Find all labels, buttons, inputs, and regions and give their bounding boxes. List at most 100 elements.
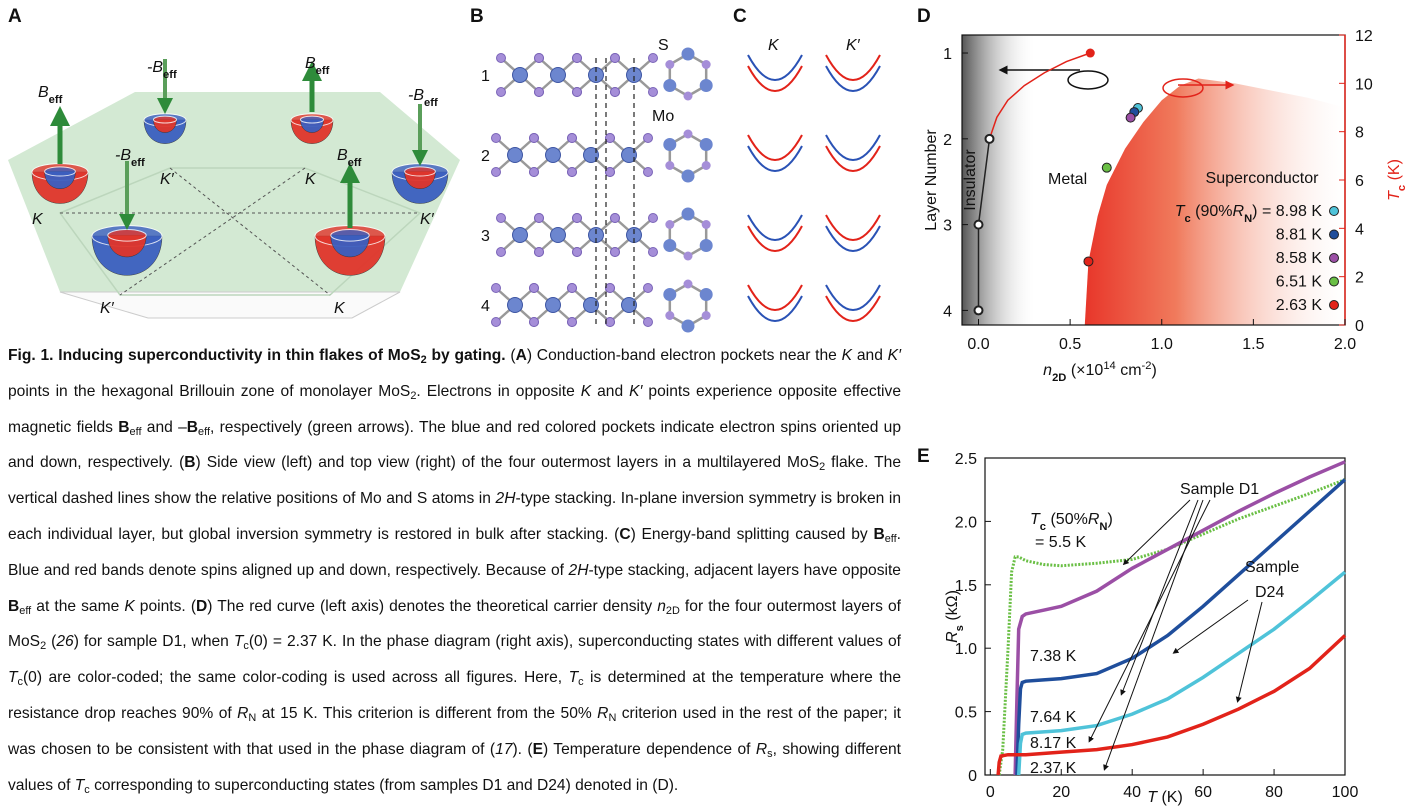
k-point-label: K — [334, 300, 346, 317]
caption-text: B — [873, 526, 884, 543]
layer-label: 3 — [481, 228, 490, 245]
legend-label-part: (90% — [1191, 203, 1233, 220]
layer-label: 1 — [481, 68, 490, 85]
band — [826, 146, 880, 171]
y-tick-label: 2 — [943, 132, 952, 149]
y2-tick-label: 0 — [1355, 318, 1364, 335]
layer-point — [985, 135, 993, 143]
x-axis-label-part: -2 — [1142, 360, 1152, 372]
k-point-label-part: K′ — [160, 171, 175, 188]
valley-label: K — [768, 37, 780, 54]
y2-tick-label: 10 — [1355, 76, 1373, 93]
s-atom — [644, 284, 653, 293]
mo-atom — [682, 320, 695, 333]
mo-atom — [682, 208, 695, 221]
field-label-part: eff — [49, 94, 63, 106]
s-atom — [644, 134, 653, 143]
caption-text: 17 — [495, 741, 512, 758]
y-tick-label: 1 — [943, 46, 952, 63]
x-tick-label: 60 — [1194, 784, 1212, 801]
s-atom — [702, 161, 711, 170]
annotation: Insulator — [962, 149, 979, 211]
field-label-part: B — [38, 84, 49, 101]
mo-atom — [508, 298, 523, 313]
s-atom — [649, 214, 658, 223]
s-atom — [665, 60, 674, 69]
field-label: -Beff — [147, 59, 177, 81]
layer-label-part: 2 — [481, 148, 490, 165]
tc-point — [1102, 163, 1111, 172]
pocket-rim — [153, 116, 176, 123]
panel-label: C — [733, 6, 747, 27]
s-atom — [492, 134, 501, 143]
s-atom — [684, 92, 693, 101]
s-atom — [492, 168, 501, 177]
layer-label-part: 3 — [481, 228, 490, 245]
x-tick-label: 2.0 — [1334, 336, 1356, 353]
x-tick-label: 0 — [986, 784, 995, 801]
pocket-rim — [300, 116, 323, 123]
field-label: -Beff — [408, 87, 438, 109]
y-tick-label: 2.0 — [955, 514, 977, 531]
x-axis-label-part: 14 — [1103, 360, 1115, 372]
caption: Fig. 1. Inducing superconductivity in th… — [8, 338, 901, 803]
s-atom — [684, 252, 693, 261]
s-atom — [530, 168, 539, 177]
annotation: Metal — [1048, 171, 1087, 188]
panel-label: B — [470, 6, 484, 27]
s-atom — [684, 280, 693, 289]
x-tick-label: 100 — [1332, 784, 1359, 801]
field-label-part: eff — [131, 157, 145, 169]
band — [826, 226, 880, 251]
legend-marker — [1330, 277, 1339, 286]
field-label-part: eff — [316, 65, 330, 77]
curve-end-point — [1086, 49, 1095, 58]
mo-atom — [700, 79, 713, 92]
k-point-label: K′ — [100, 300, 115, 317]
s-atom — [606, 318, 615, 327]
y-tick-label: 3 — [943, 218, 952, 235]
tc-point — [1084, 257, 1093, 266]
caption-text: K′ — [888, 347, 901, 364]
s-atom — [573, 248, 582, 257]
mo-atom — [663, 239, 676, 252]
mo-atom — [700, 288, 713, 301]
layer-label-part: 1 — [481, 68, 490, 85]
caption-text: at 15 K. This criterion is different fro… — [256, 705, 597, 722]
pocket-rim — [405, 167, 436, 176]
legend-marker — [1330, 254, 1339, 263]
s-atom — [492, 284, 501, 293]
mo-atom — [546, 148, 561, 163]
annotation: D24 — [1255, 584, 1284, 601]
field-label-part: -B — [147, 59, 163, 76]
panel-label: A — [8, 6, 22, 27]
y2-tick-label: 8 — [1355, 125, 1364, 142]
caption-text: points. ( — [135, 598, 196, 615]
caption-text: and — [591, 383, 629, 400]
panel-label-part: E — [917, 446, 930, 467]
mo-atom — [546, 298, 561, 313]
s-atom — [530, 318, 539, 327]
caption-text: Fig. 1. Inducing superconductivity in th… — [8, 347, 421, 364]
legend-marker — [1330, 301, 1339, 310]
caption-text: T — [234, 633, 244, 650]
caption-text: points in the hexagonal Brillouin zone o… — [8, 383, 410, 400]
pocket-rim — [45, 167, 76, 176]
y2-tick-label: 2 — [1355, 270, 1364, 287]
band — [826, 285, 880, 310]
s-atom — [497, 54, 506, 63]
caption-text: ( — [506, 347, 516, 364]
caption-text: K — [842, 347, 852, 364]
band — [826, 66, 880, 91]
k-point-label: K — [305, 171, 317, 188]
caption-text: K — [581, 383, 591, 400]
band — [748, 296, 802, 321]
panel-label: D — [917, 6, 931, 27]
field-label: Beff — [38, 84, 63, 106]
field-label-part: -B — [408, 87, 424, 104]
legend-label: 2.63 K — [1276, 297, 1323, 314]
caption-text: ) Energy-band splitting caused by — [631, 526, 874, 543]
caption-text: R — [597, 705, 608, 722]
legend-marker — [1330, 207, 1339, 216]
atom-label: S — [658, 37, 669, 54]
